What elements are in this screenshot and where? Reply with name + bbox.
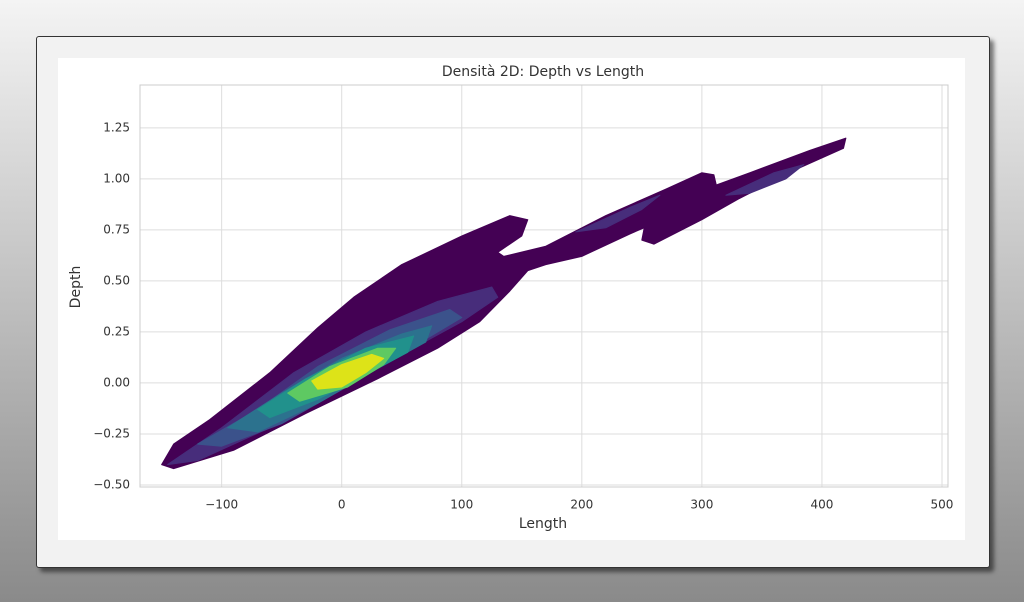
y-axis-label: Depth — [68, 266, 84, 309]
x-axis-label: Length — [519, 516, 567, 532]
x-tick-label: 500 — [931, 498, 954, 512]
x-tick-label: 100 — [450, 498, 473, 512]
x-tick-label: −100 — [205, 498, 238, 512]
y-tick-label: 0.00 — [103, 375, 130, 389]
chart-title: Densità 2D: Depth vs Length — [442, 64, 644, 80]
density-contour — [311, 353, 385, 390]
y-tick-label: −0.25 — [93, 426, 130, 440]
y-tick-label: 1.25 — [103, 120, 130, 134]
y-tick-label: 0.50 — [103, 273, 130, 287]
density-contour — [725, 164, 805, 196]
plot-frame — [139, 84, 949, 488]
x-tick-label: 300 — [690, 498, 713, 512]
y-tick-label: −0.50 — [93, 477, 130, 491]
x-tick-label: 200 — [570, 498, 593, 512]
density-contour — [575, 194, 661, 233]
x-tick-label: 400 — [810, 498, 833, 512]
chart: Densità 2D: Depth vs Length Length Depth… — [58, 58, 965, 540]
y-tick-label: 1.00 — [103, 171, 130, 185]
y-tick-label: 0.75 — [103, 222, 130, 236]
y-tick-label: 0.25 — [103, 324, 130, 338]
x-tick-label: 0 — [338, 498, 346, 512]
